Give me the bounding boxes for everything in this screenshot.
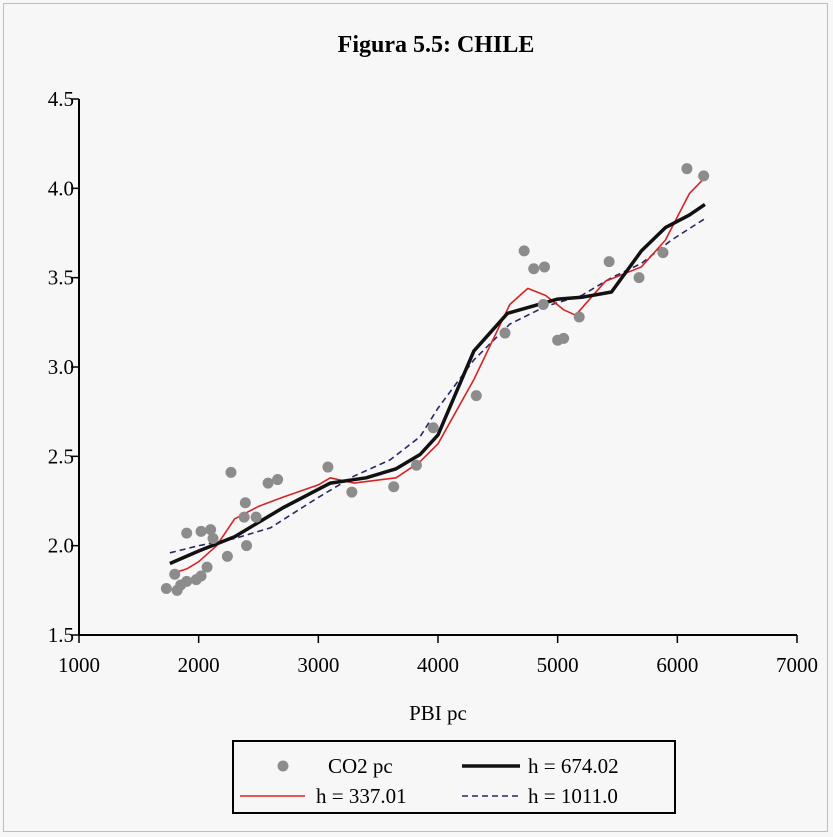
x-tick-label: 6000 — [656, 653, 698, 677]
data-point — [201, 561, 213, 573]
data-point — [225, 466, 237, 478]
data-point — [427, 422, 439, 434]
legend-box — [232, 740, 676, 814]
y-tick-label: 3.5 — [48, 266, 74, 290]
data-point — [346, 486, 358, 498]
data-point — [539, 261, 551, 273]
data-point — [657, 247, 669, 259]
legend-label-h337: h = 337.01 — [316, 784, 407, 808]
data-point — [603, 256, 615, 268]
data-point — [388, 481, 400, 493]
data-point — [558, 332, 570, 344]
data-point — [262, 477, 274, 489]
data-point — [169, 568, 181, 580]
y-tick-label: 4.5 — [48, 87, 74, 111]
chart-title: Figura 5.5: CHILE — [338, 32, 535, 58]
y-tick-label: 1.5 — [48, 623, 74, 647]
data-point — [528, 263, 540, 275]
data-point — [195, 570, 207, 582]
data-point — [238, 511, 250, 523]
data-point — [470, 390, 482, 402]
x-tick-label: 2000 — [178, 653, 220, 677]
data-point — [207, 533, 219, 545]
x-tick-label: 1000 — [58, 653, 100, 677]
y-tick-label: 3.0 — [48, 355, 74, 379]
data-point — [195, 525, 207, 537]
data-point — [181, 527, 193, 539]
data-point — [537, 298, 549, 310]
data-point — [241, 540, 253, 552]
data-point — [499, 327, 511, 339]
scatter-points — [160, 163, 710, 596]
x-ticks: 1000 2000 3000 4000 5000 6000 7000 — [58, 635, 818, 677]
data-point — [181, 575, 193, 587]
data-point — [205, 524, 217, 536]
legend-label-h674: h = 674.02 — [528, 754, 619, 778]
data-point — [573, 311, 585, 323]
series-line-1 — [169, 202, 706, 566]
data-point — [250, 511, 262, 523]
y-tick-label: 2.5 — [48, 444, 74, 468]
chart-frame — [3, 3, 828, 832]
x-tick-label: 3000 — [297, 653, 339, 677]
y-tick-label: 2.0 — [48, 534, 74, 558]
data-point — [322, 461, 334, 473]
data-point — [681, 163, 693, 175]
series-line-3 — [169, 218, 706, 554]
legend-label-h1011: h = 1011.0 — [528, 784, 618, 808]
y-ticks: 1.5 2.0 2.5 3.0 3.5 4.0 4.5 — [48, 87, 79, 647]
y-tick-label: 4.0 — [48, 176, 74, 200]
data-point — [518, 245, 530, 257]
data-point — [272, 474, 284, 486]
series-line-2 — [169, 177, 706, 576]
series-lines — [169, 177, 706, 576]
data-point — [239, 497, 251, 509]
data-point — [160, 583, 172, 595]
data-point — [698, 170, 710, 182]
x-axis-label: PBI pc — [409, 701, 467, 725]
data-point — [633, 272, 645, 284]
legend-marker-co2 — [277, 760, 289, 772]
legend: CO2 pc h = 674.02 h = 337.01 h = 1011.0 — [232, 740, 676, 814]
data-point — [410, 459, 422, 471]
x-tick-label: 7000 — [776, 653, 818, 677]
x-tick-label: 5000 — [537, 653, 579, 677]
data-point — [221, 550, 233, 562]
x-tick-label: 4000 — [417, 653, 459, 677]
legend-label-co2: CO2 pc — [328, 754, 393, 778]
